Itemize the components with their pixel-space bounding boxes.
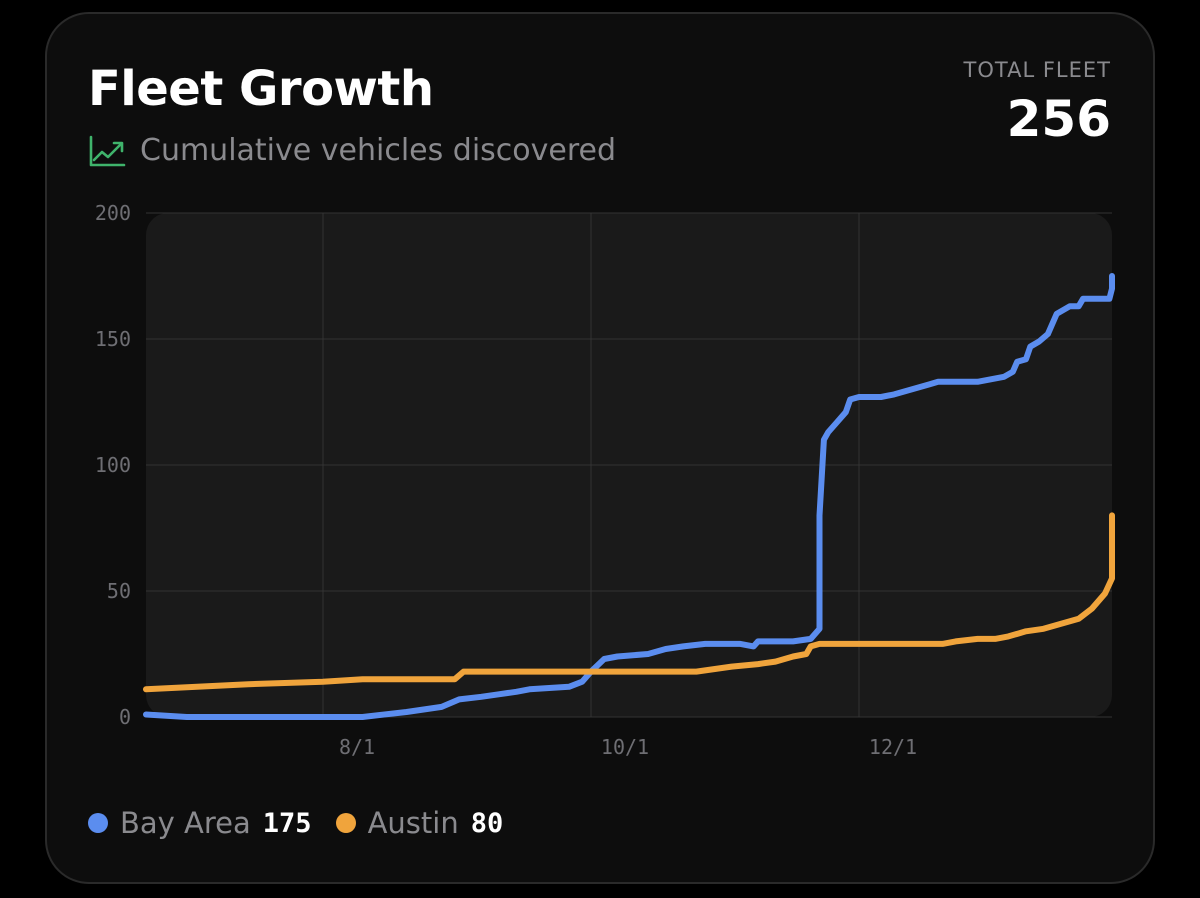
y-axis-ticks: 0 50 100 150 200 bbox=[95, 201, 131, 729]
chart-title: Fleet Growth bbox=[88, 61, 434, 117]
series-lines bbox=[143, 273, 1115, 720]
legend-name-austin: Austin bbox=[367, 806, 459, 840]
y-tick-label-150: 150 bbox=[95, 327, 131, 351]
chart-subtitle: Cumulative vehicles discovered bbox=[140, 133, 617, 168]
x-tick-label-1: 8/1 bbox=[339, 735, 375, 759]
legend-dot-bay-area bbox=[88, 813, 108, 833]
legend-item-austin: Austin 80 bbox=[335, 806, 504, 840]
total-fleet-value: 256 bbox=[1006, 90, 1111, 148]
legend-item-bay-area: Bay Area 175 bbox=[88, 806, 312, 840]
x-axis-ticks: 8/1 10/1 12/1 bbox=[339, 735, 917, 759]
x-tick-label-3: 12/1 bbox=[869, 735, 917, 759]
legend-dot-austin bbox=[335, 813, 356, 833]
trending-up-chart-icon bbox=[88, 134, 126, 168]
x-gridlines bbox=[322, 213, 860, 717]
y-tick-label-200: 200 bbox=[95, 201, 131, 225]
total-fleet-label: TOTAL FLEET bbox=[963, 58, 1111, 82]
x-tick-label-2: 10/1 bbox=[601, 735, 649, 759]
y-tick-label-50: 50 bbox=[107, 579, 131, 603]
y-tick-label-100: 100 bbox=[95, 453, 131, 477]
subtitle-row: Cumulative vehicles discovered bbox=[88, 130, 616, 172]
y-tick-label-0: 0 bbox=[119, 705, 131, 729]
legend-name-bay-area: Bay Area bbox=[120, 806, 251, 840]
legend-value-bay-area: 175 bbox=[262, 807, 312, 839]
series-line-austin bbox=[143, 512, 1115, 693]
series-line-bay-area bbox=[143, 273, 1115, 720]
legend-value-austin: 80 bbox=[470, 807, 504, 839]
legend: Bay Area 175 Austin 80 bbox=[88, 800, 527, 846]
